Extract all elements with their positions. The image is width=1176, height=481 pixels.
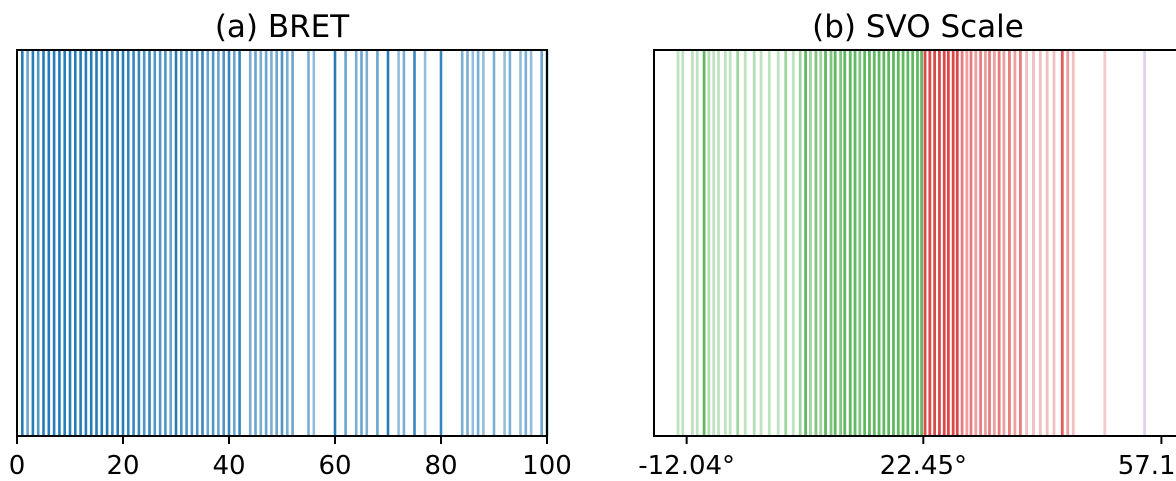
panel-a-x-tick-label: 40 bbox=[212, 451, 245, 481]
panel-b-x-tick-label: 22.45° bbox=[880, 451, 967, 481]
panel-b-title: (b) SVO Scale bbox=[812, 9, 1024, 45]
panel-a-x-tick-label: 80 bbox=[424, 451, 457, 481]
panel-b-frame bbox=[653, 49, 1176, 437]
panel-a-x-axis: 0 20 40 60 80 100 bbox=[9, 436, 572, 481]
panel-b-x-tick-label: -12.04° bbox=[638, 451, 735, 481]
panel-b: (b) SVO Scale -12.04° 22.45° 57.15° bbox=[638, 9, 1176, 481]
panel-b-x-axis: -12.04° 22.45° 57.15° bbox=[638, 436, 1176, 481]
panel-a-x-tick-label: 0 bbox=[9, 451, 26, 481]
panel-a-x-tick-label: 100 bbox=[522, 451, 572, 481]
panel-a: (a) BRET 0 20 40 60 80 100 bbox=[9, 9, 572, 481]
panel-b-events bbox=[676, 50, 1146, 436]
panel-a-x-tick-label: 60 bbox=[318, 451, 351, 481]
panel-a-events bbox=[20, 50, 549, 436]
panel-a-title: (a) BRET bbox=[215, 9, 350, 45]
panel-a-frame bbox=[16, 49, 548, 437]
panel-a-x-tick-label: 20 bbox=[106, 451, 139, 481]
panel-b-x-tick-label: 57.15° bbox=[1118, 451, 1176, 481]
